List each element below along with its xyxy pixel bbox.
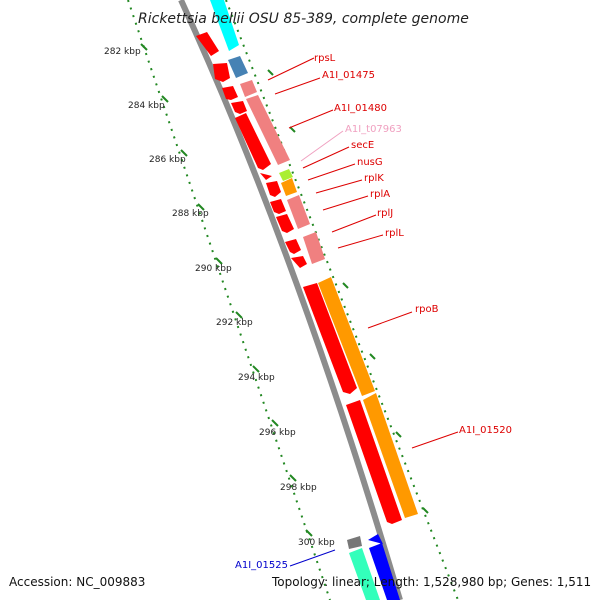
gene-orange-block-a	[281, 178, 297, 196]
scale-ticks	[140, 43, 313, 537]
gene-label-rplJ[interactable]: rplJ	[377, 208, 393, 219]
gene-arrow-rplA	[276, 214, 294, 233]
gene-arrow	[222, 86, 238, 100]
gene-label-a1i-t07963[interactable]: A1I_t07963	[345, 124, 402, 135]
gene-arrow-a1i-01520	[346, 400, 402, 524]
gene-label-a1i-01520[interactable]: A1I_01520	[459, 425, 512, 436]
gene-label-nusG[interactable]: nusG	[357, 157, 383, 168]
gene-pink-block-c	[287, 195, 310, 229]
leader-lines	[267, 57, 459, 567]
gene-arrow	[196, 32, 219, 56]
gene-yellowgreen-block	[279, 169, 293, 181]
gene-arrow-rplK	[270, 199, 286, 214]
gene-label-rpsL[interactable]: rpsL	[314, 53, 336, 64]
gene-label-rpoB[interactable]: rpoB	[415, 304, 439, 315]
scale-label-298: 298 kbp	[280, 483, 317, 493]
scale-label-288: 288 kbp	[172, 209, 209, 219]
gene-label-a1i-01475[interactable]: A1I_01475	[322, 70, 375, 81]
gene-arrow-a1i-01480	[235, 113, 271, 170]
gene-label-secE[interactable]: secE	[351, 140, 374, 151]
gene-arrow-rplJ	[285, 239, 301, 254]
gene-label-rplA[interactable]: rplA	[370, 189, 390, 200]
scale-label-284: 284 kbp	[128, 101, 165, 111]
accession-text: Accession: NC_009883	[9, 575, 145, 589]
gene-blue-arrow-head	[368, 534, 383, 544]
gene-arrow-rplL	[291, 256, 307, 268]
scale-label-292: 292 kbp	[216, 318, 253, 328]
scale-label-282: 282 kbp	[104, 47, 141, 57]
gene-arrow-rpsL	[213, 63, 230, 82]
gene-pink-block-b	[246, 95, 290, 165]
gene-teal-block	[349, 548, 380, 600]
genome-summary-text: Topology: linear; Length: 1,528,980 bp; …	[271, 575, 591, 589]
gene-blue-block	[369, 543, 400, 600]
gene-gray-block	[347, 536, 362, 549]
gene-arrow-rpoB	[303, 283, 357, 394]
gene-label-a1i-01525[interactable]: A1I_01525	[235, 560, 288, 571]
scale-label-290: 290 kbp	[195, 264, 232, 274]
gene-label-rplL[interactable]: rplL	[385, 228, 404, 239]
scale-label-294: 294 kbp	[238, 373, 275, 383]
forward-strand-genes	[210, 0, 418, 600]
gene-arrow-a1i-01475	[231, 101, 247, 114]
gene-pink-block-d	[303, 232, 325, 264]
genome-backbone	[178, 0, 403, 600]
reverse-strand-genes	[196, 32, 402, 524]
minor-ticks	[267, 69, 429, 514]
gene-arrow-secE	[260, 173, 272, 180]
gene-pink-block-a	[240, 80, 257, 97]
genome-title: Rickettsia bellii OSU 85-389, complete g…	[138, 11, 469, 27]
gene-cyan-block	[210, 0, 239, 51]
gene-label-rplK[interactable]: rplK	[364, 173, 384, 184]
scale-label-296: 296 kbp	[259, 428, 296, 438]
gene-label-a1i-01480[interactable]: A1I_01480	[334, 103, 387, 114]
gene-orange-rpoB	[318, 277, 375, 396]
right-guide-line	[225, 0, 459, 600]
scale-label-286: 286 kbp	[149, 155, 186, 165]
gene-orange-a1i-01520	[363, 393, 418, 518]
scale-label-300: 300 kbp	[298, 538, 335, 548]
gene-arrow-nusG	[266, 181, 281, 197]
left-guide-line	[127, 0, 331, 600]
gene-steelblue-block	[228, 56, 248, 78]
